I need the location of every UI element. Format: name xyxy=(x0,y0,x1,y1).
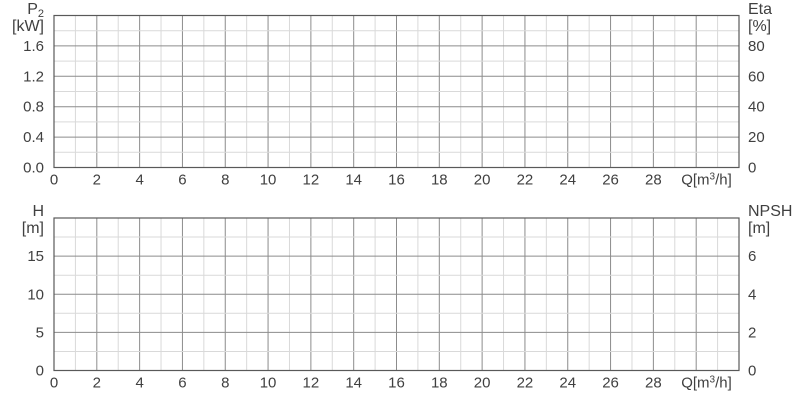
svg-text:14: 14 xyxy=(345,172,362,189)
svg-text:6: 6 xyxy=(178,172,186,189)
svg-text:18: 18 xyxy=(431,375,448,392)
svg-text:16: 16 xyxy=(388,375,405,392)
svg-text:8: 8 xyxy=(221,172,229,189)
svg-text:24: 24 xyxy=(559,172,576,189)
svg-text:0.0: 0.0 xyxy=(23,160,44,177)
svg-text:16: 16 xyxy=(388,172,405,189)
svg-text:4: 4 xyxy=(135,375,143,392)
svg-text:4: 4 xyxy=(135,172,143,189)
svg-text:0: 0 xyxy=(50,375,58,392)
svg-text:22: 22 xyxy=(517,172,534,189)
svg-text:4: 4 xyxy=(748,286,756,303)
svg-text:[m]: [m] xyxy=(748,220,770,237)
svg-text:Q[m3/h]: Q[m3/h] xyxy=(681,375,732,392)
svg-text:6: 6 xyxy=(178,375,186,392)
svg-text:6: 6 xyxy=(748,248,756,265)
svg-text:15: 15 xyxy=(27,248,44,265)
svg-text:2: 2 xyxy=(748,324,756,341)
svg-text:0.8: 0.8 xyxy=(23,99,44,116)
svg-text:10: 10 xyxy=(27,286,44,303)
svg-text:18: 18 xyxy=(431,172,448,189)
svg-text:1.2: 1.2 xyxy=(23,68,44,85)
svg-text:12: 12 xyxy=(303,172,320,189)
svg-text:[kW]: [kW] xyxy=(12,18,44,35)
svg-text:1.6: 1.6 xyxy=(23,38,44,55)
svg-text:80: 80 xyxy=(748,38,765,55)
svg-text:24: 24 xyxy=(559,375,576,392)
svg-text:12: 12 xyxy=(303,375,320,392)
svg-text:26: 26 xyxy=(602,375,619,392)
svg-text:0.4: 0.4 xyxy=(23,129,44,146)
svg-text:NPSH: NPSH xyxy=(748,203,792,220)
svg-text:0: 0 xyxy=(36,363,44,380)
svg-text:26: 26 xyxy=(602,172,619,189)
svg-text:22: 22 xyxy=(517,375,534,392)
svg-text:10: 10 xyxy=(260,375,277,392)
svg-text:20: 20 xyxy=(474,172,491,189)
svg-text:2: 2 xyxy=(93,172,101,189)
svg-text:20: 20 xyxy=(748,129,765,146)
svg-text:60: 60 xyxy=(748,68,765,85)
svg-text:0: 0 xyxy=(50,172,58,189)
svg-text:10: 10 xyxy=(260,172,277,189)
svg-text:14: 14 xyxy=(345,375,362,392)
svg-text:[%]: [%] xyxy=(748,18,771,35)
svg-text:0: 0 xyxy=(748,160,756,177)
svg-text:Eta: Eta xyxy=(748,1,772,18)
svg-text:H: H xyxy=(32,203,44,220)
svg-text:Q[m3/h]: Q[m3/h] xyxy=(681,172,732,189)
svg-text:8: 8 xyxy=(221,375,229,392)
svg-text:20: 20 xyxy=(474,375,491,392)
svg-text:5: 5 xyxy=(36,324,44,341)
svg-text:[m]: [m] xyxy=(22,220,44,237)
svg-text:0: 0 xyxy=(748,363,756,380)
svg-text:40: 40 xyxy=(748,99,765,116)
svg-text:28: 28 xyxy=(645,172,662,189)
svg-text:28: 28 xyxy=(645,375,662,392)
svg-text:2: 2 xyxy=(93,375,101,392)
